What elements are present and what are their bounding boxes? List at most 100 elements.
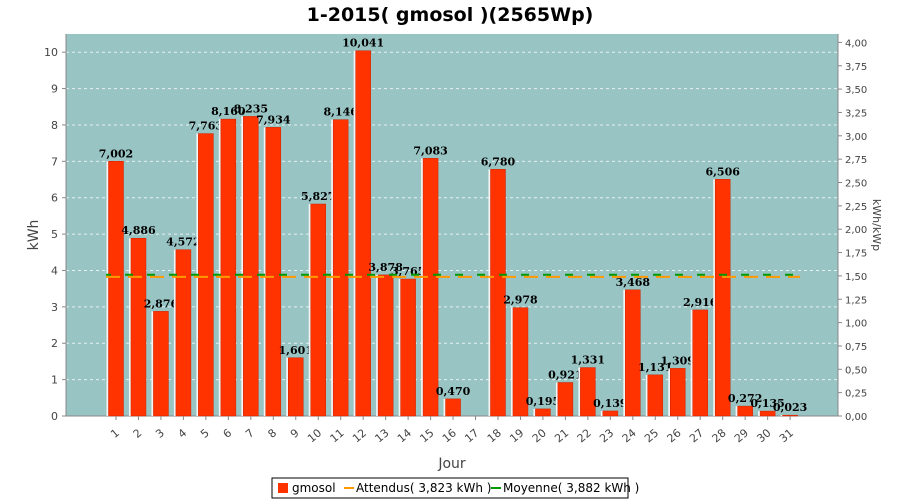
bar-highlight (286, 357, 289, 416)
y-tick-label: 8 (51, 119, 58, 132)
bar-highlight (331, 119, 334, 417)
y-tick-label: 6 (51, 192, 58, 205)
bar-highlight (488, 169, 491, 416)
x-tick-label: 31 (777, 426, 796, 445)
bar-day-9 (288, 357, 304, 417)
bar-day-5 (198, 133, 214, 417)
y-right-tick-label: 2,00 (845, 225, 867, 236)
y-tick-label: 9 (51, 83, 58, 96)
x-tick-label: 8 (265, 426, 279, 440)
y-right-tick-label: 0,75 (845, 342, 867, 353)
data-label: 8,160 (211, 105, 246, 118)
data-label: 4,572 (166, 236, 200, 249)
y-right-tick-label: 1,50 (845, 272, 867, 283)
bar-highlight (421, 158, 424, 416)
x-tick-label: 3 (153, 426, 167, 440)
x-tick-label: 28 (710, 426, 729, 445)
y-tick-label: 0 (51, 410, 58, 423)
data-label: 0,195 (526, 395, 560, 408)
legend-label-gmosol: gmosol (292, 481, 336, 495)
y-right-tick-label: 2,50 (845, 179, 867, 190)
x-tick-label: 30 (754, 426, 773, 445)
bar-day-3 (153, 311, 169, 417)
bar-day-16 (445, 398, 461, 417)
x-tick-label: 5 (198, 426, 212, 440)
bar-day-31 (782, 414, 798, 417)
bar-highlight (533, 408, 536, 416)
bar-day-18 (490, 169, 506, 417)
bar-day-28 (714, 179, 731, 417)
data-label: 8,146 (323, 106, 358, 119)
bar-highlight (443, 398, 446, 416)
bar-highlight (218, 119, 221, 416)
bar-highlight (690, 309, 693, 416)
bar-highlight (376, 274, 379, 416)
x-tick-label: 19 (507, 426, 526, 445)
x-tick-label: 4 (176, 426, 190, 440)
y-right-tick-label: 0,00 (845, 412, 867, 423)
bar-highlight (308, 204, 311, 416)
data-label: 3,878 (368, 261, 403, 274)
data-label: 0,470 (436, 385, 471, 398)
data-label: 3,468 (616, 276, 651, 289)
data-label: 0,139 (593, 397, 627, 410)
bar-highlight (398, 279, 401, 416)
bar-highlight (263, 127, 266, 417)
bar-day-25 (647, 374, 664, 417)
data-label: 0,272 (728, 392, 762, 405)
bar-day-8 (265, 127, 282, 417)
bar-day-12 (355, 50, 371, 417)
bar-highlight (353, 50, 356, 417)
data-label: 0,921 (548, 368, 582, 381)
y-tick-label: 2 (51, 337, 58, 350)
x-tick-label: 6 (221, 426, 235, 440)
y-right-tick-label: 2,75 (845, 155, 867, 166)
bar-day-1 (108, 161, 124, 417)
data-label: 1,131 (638, 361, 672, 374)
plot-background (66, 34, 838, 416)
data-label: 1,309 (661, 354, 695, 367)
legend-label-expected: Attendus( 3,823 kWh ) (356, 481, 491, 495)
bar-highlight (600, 410, 603, 416)
x-tick-label: 25 (642, 426, 661, 445)
x-tick-label: 22 (575, 426, 594, 445)
data-label: 1,601 (279, 344, 313, 357)
data-label: 6,780 (481, 155, 516, 168)
bar-day-20 (535, 408, 551, 417)
bar-highlight (668, 368, 671, 416)
x-tick-label: 12 (350, 426, 369, 445)
y-axis-right-label: kWh/kWp (870, 199, 883, 251)
bar-highlight (128, 238, 131, 416)
bar-highlight (780, 415, 783, 416)
bar-day-13 (377, 274, 394, 417)
data-label: 0,023 (773, 401, 807, 414)
bar-highlight (241, 116, 244, 416)
data-label: 7,934 (256, 113, 291, 126)
bar-highlight (106, 161, 109, 416)
y-right-tick-label: 0,25 (845, 389, 867, 400)
legend-swatch-gmosol (278, 483, 288, 493)
data-label: 6,506 (705, 165, 740, 178)
x-tick-label: 7 (243, 426, 257, 440)
y-right-tick-label: 1,75 (845, 249, 867, 260)
y-tick-label: 4 (51, 264, 58, 277)
x-tick-label: 20 (530, 426, 549, 445)
x-tick-label: 1 (108, 426, 122, 440)
data-label: 2,876 (144, 297, 179, 310)
y-tick-label: 3 (51, 301, 58, 314)
legend-label-average: Moyenne( 3,882 kWh ) (503, 481, 639, 495)
bar-highlight (510, 307, 513, 416)
y-tick-label: 5 (51, 228, 58, 241)
bar-highlight (623, 289, 626, 416)
x-tick-label: 11 (328, 426, 347, 445)
bar-highlight (555, 382, 558, 416)
bar-highlight (758, 411, 761, 416)
y-axis-label: kWh (26, 220, 42, 251)
data-label: 4,886 (121, 224, 156, 237)
bar-day-7 (243, 116, 259, 417)
x-tick-label: 2 (131, 426, 145, 440)
data-label: 5,827 (301, 190, 335, 203)
bar-day-26 (670, 368, 686, 417)
bar-highlight (735, 406, 738, 416)
